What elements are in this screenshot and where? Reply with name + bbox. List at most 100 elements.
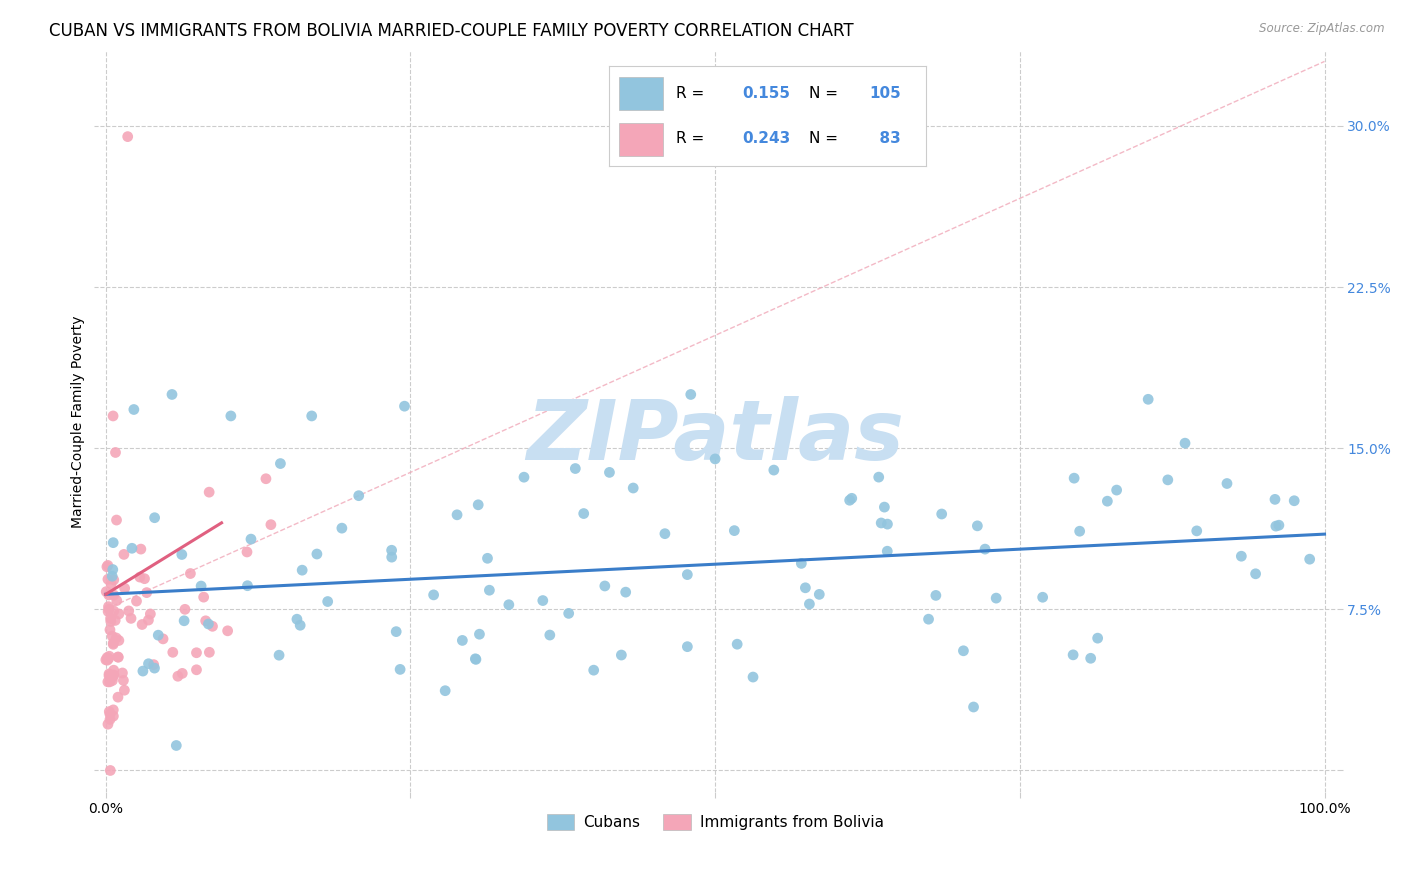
Point xyxy=(97,572,120,586)
Point xyxy=(103,668,125,682)
Point xyxy=(186,663,208,677)
Point xyxy=(679,387,702,401)
Point xyxy=(477,551,499,566)
Point xyxy=(381,550,404,565)
Point xyxy=(610,648,633,662)
Point xyxy=(557,607,579,621)
Point xyxy=(104,445,127,459)
Point xyxy=(105,593,128,607)
Point xyxy=(112,548,135,562)
Point xyxy=(1062,648,1084,662)
Point xyxy=(742,670,765,684)
Point xyxy=(451,633,474,648)
Point xyxy=(97,717,120,731)
Point xyxy=(198,645,221,659)
Point xyxy=(174,602,197,616)
Point xyxy=(186,646,208,660)
Point xyxy=(167,669,190,683)
Point xyxy=(236,545,259,559)
Point xyxy=(1264,519,1286,533)
Point xyxy=(94,653,117,667)
Point xyxy=(316,594,339,608)
Point xyxy=(1137,392,1160,407)
Point xyxy=(1264,492,1286,507)
Point xyxy=(98,623,121,637)
Point xyxy=(260,517,283,532)
Point xyxy=(103,636,125,650)
Point xyxy=(446,508,468,522)
Point xyxy=(1216,476,1239,491)
Point xyxy=(101,563,124,577)
Point xyxy=(347,489,370,503)
Point xyxy=(108,633,131,648)
Point xyxy=(1230,549,1253,564)
Point xyxy=(564,461,586,475)
Point xyxy=(100,615,122,629)
Point xyxy=(513,470,536,484)
Point xyxy=(478,583,501,598)
Point xyxy=(138,657,160,671)
Point xyxy=(434,683,457,698)
Point xyxy=(131,617,153,632)
Point xyxy=(868,470,890,484)
Point xyxy=(98,667,121,681)
Point xyxy=(876,544,898,558)
Point xyxy=(112,683,135,698)
Point xyxy=(97,674,120,689)
Point xyxy=(103,573,125,587)
Point xyxy=(138,613,160,627)
Point xyxy=(799,597,821,611)
Point xyxy=(305,547,328,561)
Point xyxy=(464,652,486,666)
Point xyxy=(952,644,974,658)
Point xyxy=(98,674,121,689)
Point xyxy=(531,593,554,607)
Point xyxy=(422,588,444,602)
Point xyxy=(254,472,277,486)
Point xyxy=(1087,631,1109,645)
Point xyxy=(142,657,165,672)
Point xyxy=(96,650,118,665)
Point xyxy=(143,661,166,675)
Point xyxy=(1105,483,1128,497)
Point xyxy=(790,557,813,571)
Text: CUBAN VS IMMIGRANTS FROM BOLIVIA MARRIED-COUPLE FAMILY POVERTY CORRELATION CHART: CUBAN VS IMMIGRANTS FROM BOLIVIA MARRIED… xyxy=(49,22,853,40)
Point xyxy=(614,585,637,599)
Point xyxy=(103,535,125,549)
Point xyxy=(129,542,152,557)
Point xyxy=(1244,566,1267,581)
Point xyxy=(97,651,120,665)
Point xyxy=(101,629,124,643)
Point xyxy=(105,631,128,645)
Point xyxy=(838,493,860,508)
Point xyxy=(1032,591,1054,605)
Point xyxy=(285,612,308,626)
Point xyxy=(165,739,187,753)
Point xyxy=(111,665,134,680)
Point xyxy=(381,543,404,558)
Point xyxy=(152,632,174,646)
Point xyxy=(96,584,118,599)
Point xyxy=(172,666,194,681)
Point xyxy=(190,579,212,593)
Point xyxy=(762,463,785,477)
Point xyxy=(572,507,595,521)
Point xyxy=(104,614,127,628)
Point xyxy=(97,588,120,602)
Point xyxy=(201,619,224,633)
Point xyxy=(1097,494,1119,508)
Point xyxy=(197,617,219,632)
Point xyxy=(122,402,145,417)
Point xyxy=(1174,436,1197,450)
Point xyxy=(1080,651,1102,665)
Point xyxy=(925,588,948,602)
Point xyxy=(120,611,142,625)
Point xyxy=(240,532,263,546)
Point xyxy=(1185,524,1208,538)
Point xyxy=(101,670,124,684)
Point xyxy=(121,541,143,556)
Point xyxy=(291,563,314,577)
Point xyxy=(162,645,184,659)
Point xyxy=(1157,473,1180,487)
Point xyxy=(974,542,997,557)
